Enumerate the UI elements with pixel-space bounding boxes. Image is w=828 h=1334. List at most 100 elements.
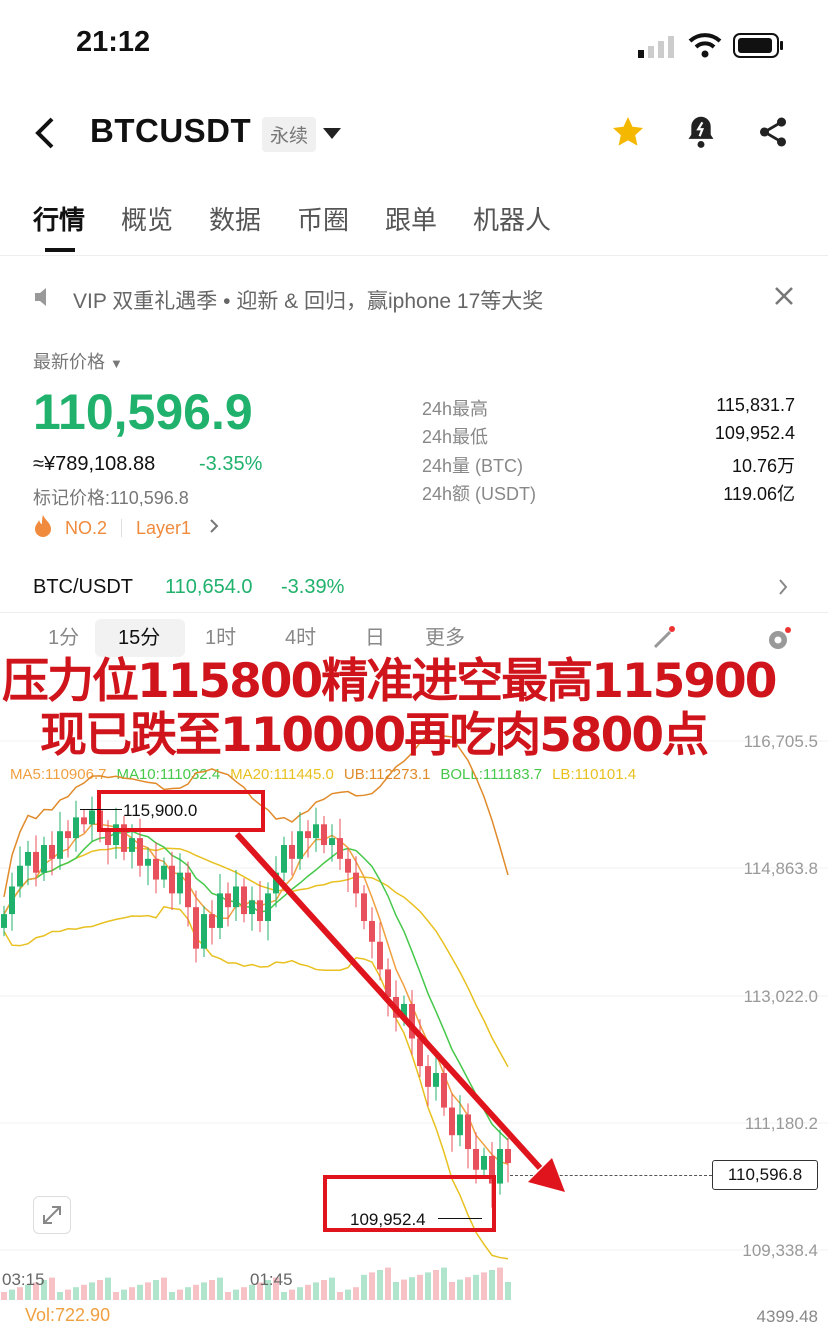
tab-copy-trade[interactable]: 跟单 [385, 205, 438, 235]
candle-body [161, 865, 167, 880]
chevron-right-icon [778, 578, 788, 602]
candle-body [57, 831, 63, 859]
candle-body [345, 858, 351, 873]
tab-data[interactable]: 数据 [209, 205, 262, 235]
volume-bar [241, 1287, 247, 1300]
signal-icon [638, 36, 676, 63]
candle-body [505, 1149, 511, 1164]
candle-body [113, 824, 119, 846]
current-price-tag[interactable]: 110,596.8 [712, 1160, 818, 1190]
y-tick: 113,022.0 [743, 987, 818, 1006]
volume-bar [281, 1292, 287, 1300]
stat-value: 115,831.7 [716, 395, 795, 415]
stat-value: 10.76万 [731, 456, 795, 476]
interval-1h[interactable]: 1时 [205, 627, 237, 649]
cny-price: ≈¥789,108.88 [33, 453, 156, 475]
volume-bar [1, 1292, 7, 1300]
volume-bar [177, 1289, 183, 1300]
draw-tool-icon[interactable] [652, 626, 676, 655]
volume-bar [33, 1282, 39, 1300]
candle-body [73, 817, 79, 839]
volume-bar [273, 1277, 279, 1300]
mark-price: 110,596.8 [110, 488, 189, 508]
volume-bar [329, 1277, 335, 1300]
legend-ma20: MA20:111445.0 [230, 766, 334, 783]
candle-body [401, 1003, 407, 1018]
announcement-text[interactable]: VIP 双重礼遇季 • 迎新 & 回归，赢iphone 17等大奖 [73, 290, 544, 313]
symbol-dropdown-icon[interactable] [323, 127, 341, 145]
speaker-icon [33, 286, 55, 314]
interval-1d[interactable]: 日 [365, 627, 385, 649]
volume-bar [321, 1280, 327, 1300]
legend-ma10: MA10:111032.4 [116, 766, 221, 783]
volume-bar [105, 1277, 111, 1300]
divider [121, 519, 123, 537]
candle-body [441, 1073, 447, 1108]
high-label: 115,900.0 [123, 801, 198, 820]
candle-body [201, 914, 207, 949]
candle-body [81, 817, 87, 825]
stat-label: 24h最高 [422, 399, 489, 419]
candle-body [9, 886, 15, 915]
tab-market[interactable]: 行情 [33, 205, 86, 235]
settings-icon[interactable] [766, 626, 792, 657]
candle-body [361, 893, 367, 922]
candle-body [329, 838, 335, 846]
stat-label: 24h量 (BTC) [422, 456, 524, 476]
candle-body [393, 997, 399, 1018]
candle-body [169, 865, 175, 894]
candle-body [33, 851, 39, 873]
rank-text: NO.2 [65, 517, 108, 538]
close-icon[interactable] [774, 286, 794, 312]
symbol-title[interactable]: BTCUSDT [90, 112, 252, 149]
candle-body [305, 831, 311, 839]
candle-body [297, 831, 303, 859]
tab-community[interactable]: 币圈 [297, 205, 350, 235]
volume-bar [9, 1289, 15, 1300]
interval-4h[interactable]: 4时 [285, 627, 317, 649]
candle-body [105, 831, 111, 846]
stat-value: 119.06亿 [723, 484, 795, 504]
volume-bar [121, 1289, 127, 1300]
interval-15m[interactable]: 15分 [118, 627, 161, 649]
volume-bar [369, 1272, 375, 1300]
y-tick: 109,338.4 [742, 1241, 818, 1260]
y-tick: 114,863.8 [743, 859, 818, 878]
share-icon[interactable] [756, 115, 790, 154]
spot-row[interactable]: BTC/USDT 110,654.0 -3.39% [0, 565, 828, 613]
volume-bar [313, 1282, 319, 1300]
wifi-icon [688, 32, 722, 63]
active-interval-bg [95, 619, 185, 657]
back-button[interactable] [32, 116, 58, 155]
interval-1m[interactable]: 1分 [48, 627, 80, 649]
volume-bar [265, 1280, 271, 1300]
volume-bar [57, 1292, 63, 1300]
favorite-star-icon[interactable] [610, 114, 646, 155]
high-marker-line [80, 809, 122, 810]
x-tick: 03:15 [2, 1270, 45, 1289]
volume-bar [185, 1287, 191, 1300]
indicator-legend: MA5:110906.7 MA10:111032.4 MA20:111445.0… [10, 766, 636, 784]
ma5-line [3, 823, 509, 1165]
fullscreen-button[interactable] [33, 1196, 71, 1234]
tab-bots[interactable]: 机器人 [473, 205, 552, 235]
alert-bell-icon[interactable] [684, 114, 718, 155]
mark-price-label: 标记价格: [33, 488, 111, 508]
announcement-bar[interactable]: VIP 双重礼遇季 • 迎新 & 回归，赢iphone 17等大奖 [0, 272, 828, 324]
y-tick: 116,705.5 [743, 732, 818, 751]
expand-icon [43, 1206, 61, 1224]
candle-body [377, 941, 383, 970]
stat-value: 109,952.4 [714, 423, 795, 443]
rank-row[interactable]: NO.2 Layer1 [33, 514, 219, 542]
volume-bar [409, 1277, 415, 1300]
volume-bar [41, 1280, 47, 1300]
candle-body [153, 858, 159, 880]
candle-body [265, 893, 271, 922]
volume-bar [97, 1280, 103, 1300]
battery-icon [733, 33, 785, 64]
interval-more[interactable]: 更多 [425, 627, 465, 649]
tab-overview[interactable]: 概览 [121, 205, 174, 235]
candle-body [89, 810, 95, 825]
last-price-label[interactable]: 最新价格 ▼ [33, 348, 123, 374]
candle-body [65, 831, 71, 839]
